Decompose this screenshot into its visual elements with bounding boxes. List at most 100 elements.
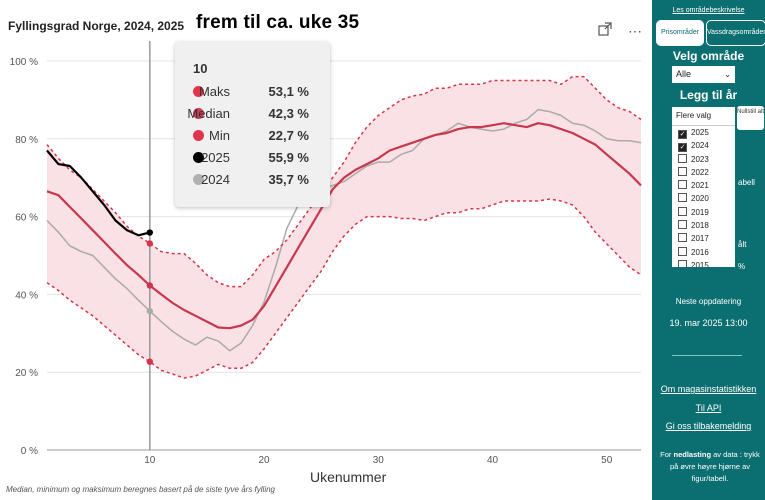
sidebar: Les områdebeskrivelse Prisområder Vassdr…: [652, 0, 765, 500]
checkbox[interactable]: [678, 206, 687, 216]
tooltip-value: 35,7 %: [268, 172, 309, 187]
checkbox[interactable]: [678, 233, 687, 243]
year-label: 2020: [691, 194, 709, 204]
year-list: ✓ 2025 ✓ 2024 2023 2022 2021 2020 2019 2018 2017 20…: [672, 126, 735, 267]
checkbox[interactable]: ✓: [678, 143, 687, 153]
tooltip-week: 10: [193, 61, 208, 76]
note-bold: nedlasting: [673, 450, 712, 459]
hover-point-maks: [146, 240, 154, 247]
year-label: 2023: [691, 154, 709, 164]
about-statistics-link[interactable]: Om magasinstatistikken: [660, 384, 757, 394]
note-suffix: av data : trykk på øvre høyre hjørne av …: [669, 450, 760, 483]
tooltip-value: 53,1 %: [268, 84, 309, 99]
tooltip-row-2024: 2024 35,7 %: [175, 170, 330, 190]
x-tick-label: 40: [487, 455, 499, 466]
year-option-2022[interactable]: 2022: [672, 166, 735, 179]
year-option-2016[interactable]: 2016: [672, 246, 735, 259]
tooltip-value: 55,9 %: [268, 150, 309, 165]
overlay-annotation: frem til ca. uke 35: [196, 12, 360, 33]
tooltip-label: Maks: [198, 84, 230, 99]
y-tick-label: 20 %: [15, 368, 38, 379]
checkbox[interactable]: [678, 180, 687, 190]
note-prefix: For: [660, 450, 674, 459]
area-select-value: Alle: [676, 69, 692, 79]
chevron-down-icon: ⌄: [724, 70, 731, 79]
x-tick-label: 30: [373, 455, 385, 466]
tab-vassdragsomrader[interactable]: Vassdragsområder: [706, 20, 765, 46]
checkbox[interactable]: [678, 153, 687, 163]
tab-prisomrader[interactable]: Prisområder: [656, 20, 704, 46]
series-line-maks: [46, 75, 642, 288]
year-label: 2022: [691, 167, 709, 177]
legend-dot: [193, 108, 204, 119]
y-tick-label: 80 %: [15, 135, 38, 146]
year-label: 2016: [691, 247, 709, 257]
checkbox[interactable]: [678, 193, 687, 203]
tooltip-label: Median: [187, 106, 230, 121]
x-tick-label: 50: [601, 455, 613, 466]
year-option-2020[interactable]: 2020: [672, 192, 735, 205]
hover-point-2025: [146, 229, 154, 236]
year-label: 2025: [691, 128, 709, 137]
hover-tooltip: 10 Maks 53,1 % Median 42,3 % Min 22,7 % …: [175, 42, 330, 207]
year-label: 2019: [691, 207, 709, 217]
year-label: 2021: [691, 181, 709, 191]
multi-select-header[interactable]: Flere valg: [672, 107, 735, 126]
tooltip-label: 2025: [201, 150, 230, 165]
legend-dot: [193, 130, 204, 141]
y-tick-label: 60 %: [15, 213, 38, 224]
next-update-date: 19. mar 2025 13:00: [669, 318, 748, 328]
checkbox[interactable]: [678, 246, 687, 256]
series-line-min: [46, 198, 642, 379]
y-tick-label: 0 %: [21, 446, 38, 457]
year-label: 2024: [691, 141, 709, 151]
api-link[interactable]: Til API: [695, 403, 722, 413]
hover-point-2024: [146, 307, 154, 315]
x-axis-label: Ukenummer: [310, 469, 387, 485]
year-option-2019[interactable]: 2019: [672, 206, 735, 219]
y-tick-label: 100 %: [10, 57, 38, 68]
tooltip-row-min: Min 22,7 %: [175, 126, 330, 146]
year-option-2018[interactable]: 2018: [672, 219, 735, 232]
year-option-2025[interactable]: ✓ 2025: [672, 126, 735, 139]
hover-point-min: [146, 358, 154, 365]
expand-icon[interactable]: [596, 22, 614, 40]
year-label: 2017: [691, 234, 709, 244]
series-line-2024: [46, 108, 642, 352]
download-note: For nedlasting av data : trykk på øvre h…: [660, 449, 760, 485]
year-option-2015[interactable]: 2015: [672, 259, 735, 267]
series-line-median: [46, 122, 642, 330]
year-label: 2018: [691, 221, 709, 231]
year-option-2017[interactable]: 2017: [672, 232, 735, 245]
x-tick-label: 10: [144, 455, 156, 466]
feedback-link[interactable]: Gi oss tilbakemelding: [665, 421, 752, 431]
min-max-band: [47, 76, 641, 378]
year-label: 2015: [691, 260, 709, 267]
checkbox[interactable]: [678, 259, 687, 267]
tooltip-row-maks: Maks 53,1 %: [175, 82, 330, 102]
area-description-link[interactable]: Les områdebeskrivelse: [672, 7, 745, 14]
reset-button[interactable]: Nullstill alt: [737, 106, 764, 130]
footnote: Median, minimum og maksimum beregnes bas…: [6, 485, 275, 494]
year-option-2023[interactable]: 2023: [672, 153, 735, 166]
velg-omrade-heading: Velg område: [672, 49, 745, 63]
legend-dot: [193, 86, 204, 97]
legend-dot: [193, 174, 204, 185]
series-line-2025: [46, 149, 151, 237]
more-options-icon[interactable]: ⋯: [628, 23, 642, 39]
tooltip-value: 22,7 %: [268, 128, 309, 143]
chart-title: Fyllingsgrad Norge, 2024, 2025: [8, 19, 185, 33]
checkbox[interactable]: [678, 166, 687, 176]
year-option-2021[interactable]: 2021: [672, 179, 735, 192]
year-option-2024[interactable]: ✓ 2024: [672, 139, 735, 153]
divider: [672, 355, 742, 356]
tooltip-row-median: Median 42,3 %: [175, 104, 330, 124]
legg-til-ar-heading: Legg til år: [679, 88, 738, 102]
checkbox[interactable]: [678, 220, 687, 230]
hover-point-median: [146, 282, 154, 289]
legend-dot: [193, 152, 204, 163]
year-dropdown[interactable]: Flere valg ✓ 2025 ✓ 2024 2023 2022 2021 2020 201…: [672, 107, 735, 267]
checkbox[interactable]: ✓: [678, 130, 687, 139]
chart-area: 0 % 20 % 40 % 60 % 80 % 100 % 10 20 30 40 50 Fylli…: [6, 12, 642, 494]
area-select[interactable]: Alle ⌄: [672, 66, 735, 83]
